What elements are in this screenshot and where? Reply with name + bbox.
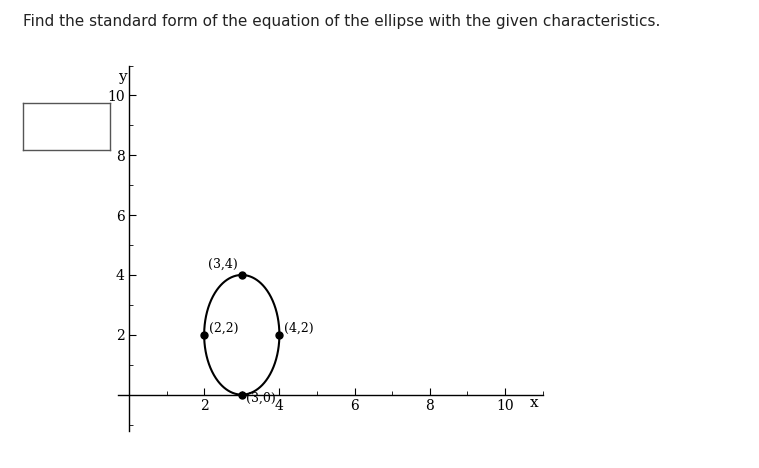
Text: (3,4): (3,4) [208, 257, 238, 271]
Text: (2,2): (2,2) [209, 322, 238, 335]
Text: x: x [531, 396, 539, 410]
Text: Find the standard form of the equation of the ellipse with the given characteris: Find the standard form of the equation o… [23, 14, 660, 29]
Text: (3,0): (3,0) [246, 392, 276, 405]
Text: y: y [118, 70, 127, 84]
Text: (4,2): (4,2) [284, 322, 313, 335]
